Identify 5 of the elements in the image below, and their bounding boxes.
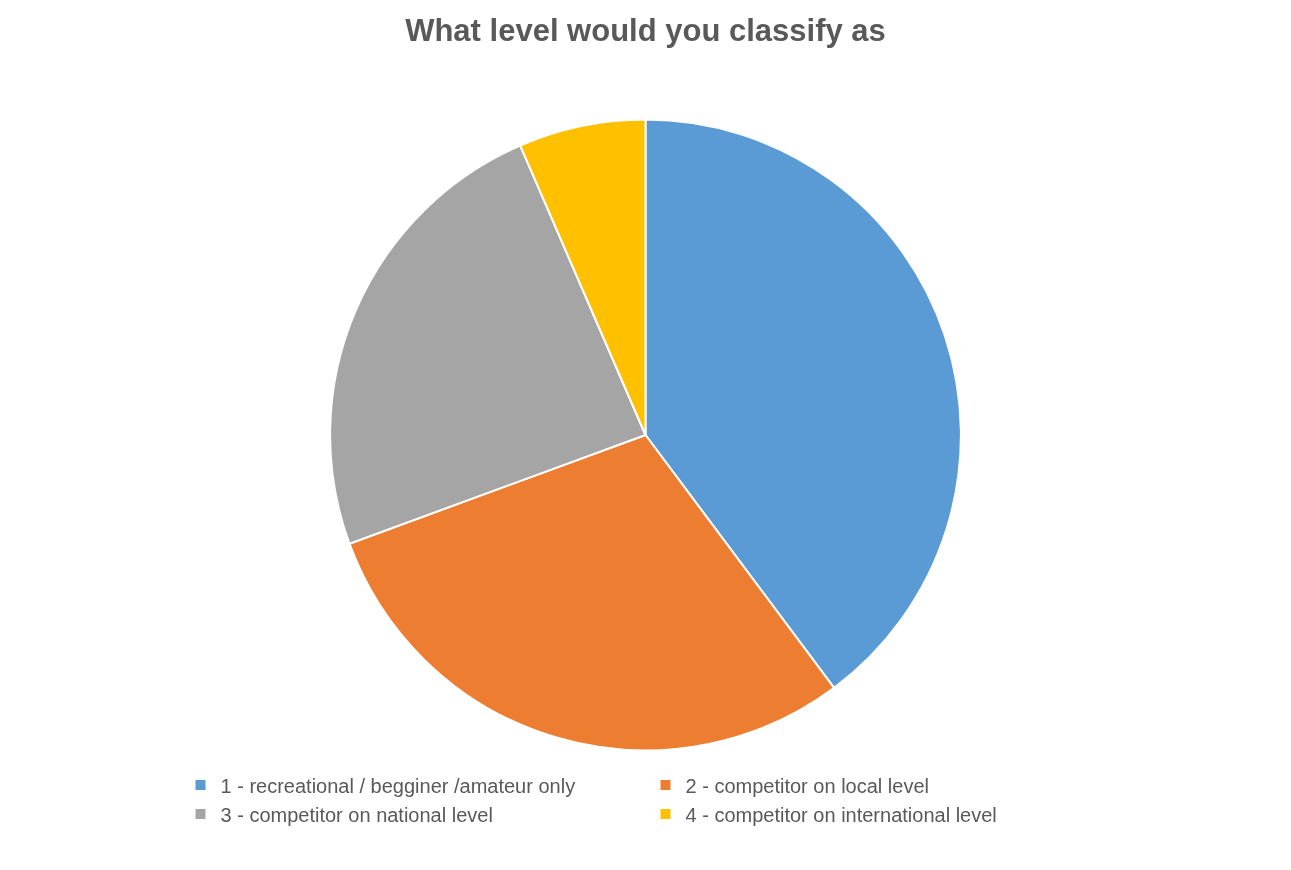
legend-label: 2 - competitor on local level: [685, 774, 929, 797]
legend-label: 4 - competitor on international level: [685, 803, 997, 826]
legend-label: 1 - recreational / begginer /amateur only: [220, 774, 576, 797]
chart-title: What level would you classify as: [405, 13, 886, 49]
legend-label: 3 - competitor on national level: [220, 803, 493, 826]
